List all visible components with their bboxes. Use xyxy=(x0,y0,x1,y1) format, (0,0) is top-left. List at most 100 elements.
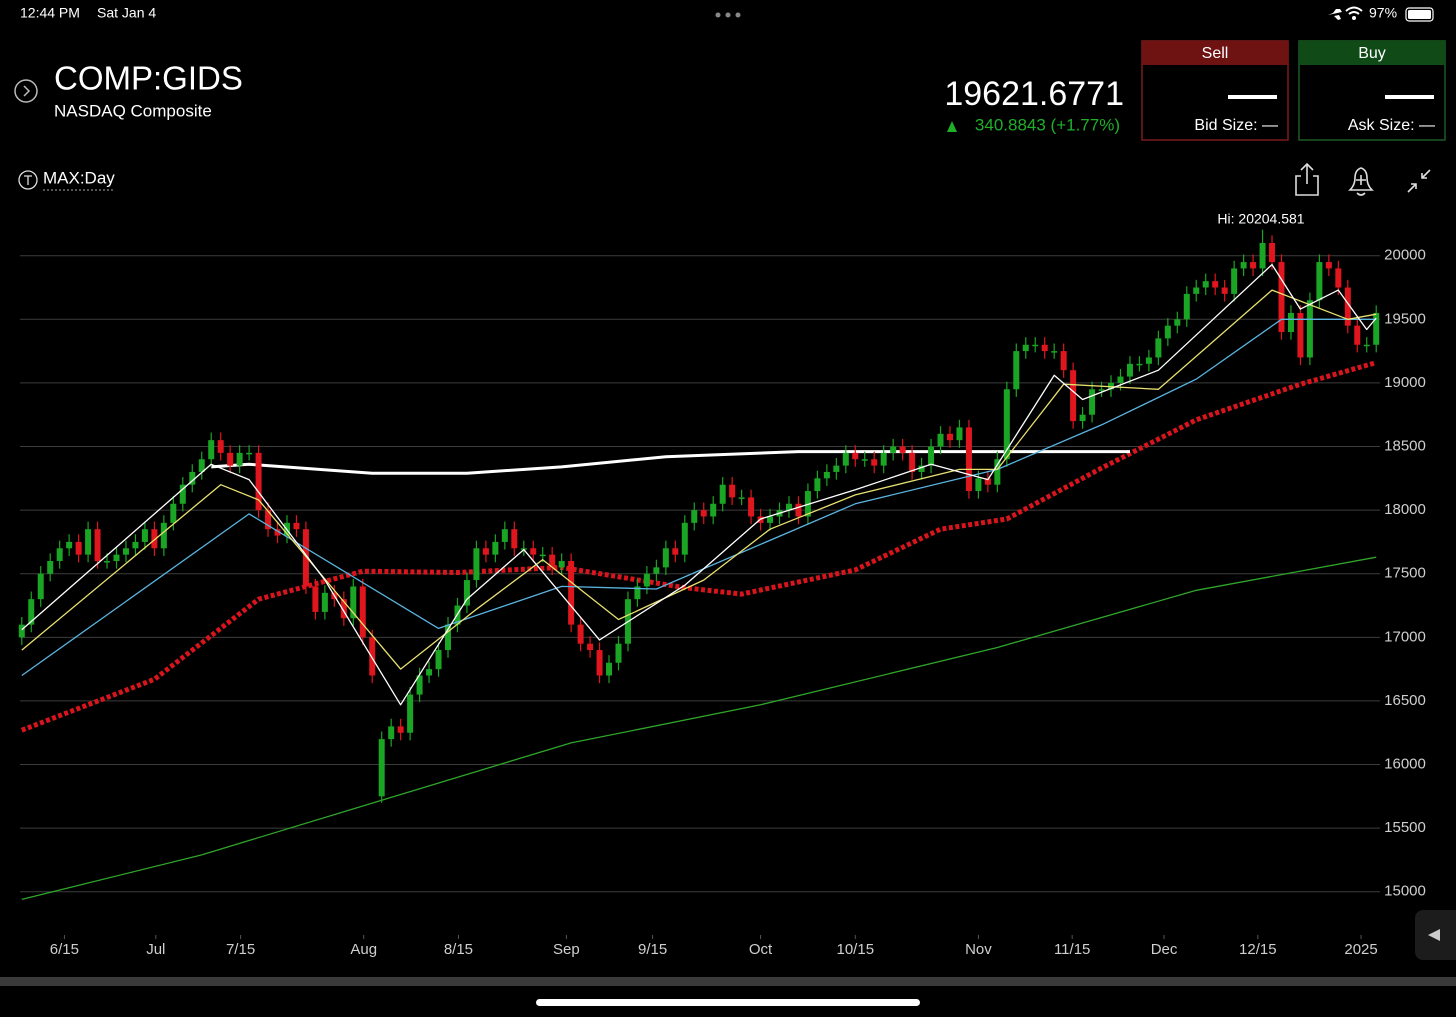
candle-body xyxy=(568,561,575,625)
candle-body xyxy=(1136,363,1143,366)
overlay-line xyxy=(20,360,1377,733)
candle-body xyxy=(1202,281,1209,288)
candle-body xyxy=(530,548,537,555)
candle-body xyxy=(1231,268,1238,294)
candle-body xyxy=(871,459,878,466)
candle-body xyxy=(615,643,622,663)
candle-body xyxy=(312,586,319,612)
ask-price-dash xyxy=(1385,95,1434,99)
candle-body xyxy=(18,624,25,638)
candle-body xyxy=(445,624,452,651)
candle-body xyxy=(511,529,518,549)
candle-body xyxy=(1212,281,1219,288)
status-date: Sat Jan 4 xyxy=(97,5,156,21)
range-icon[interactable] xyxy=(18,170,38,190)
candle-body xyxy=(729,484,736,498)
candle-body xyxy=(255,452,262,511)
x-tick-label: Aug xyxy=(350,941,377,958)
candle-body xyxy=(1164,325,1171,339)
candle-body xyxy=(814,478,821,492)
candle-body xyxy=(160,522,167,549)
high-annotation: Hi: 20204.581 xyxy=(1217,211,1304,227)
candle-body xyxy=(1335,268,1342,288)
candle-body xyxy=(918,465,925,472)
y-tick-label: 15000 xyxy=(1384,883,1426,900)
candle-body xyxy=(785,503,792,511)
range-selector[interactable]: MAX:Day xyxy=(43,168,115,187)
y-tick-label: 17000 xyxy=(1384,628,1426,645)
home-indicator[interactable] xyxy=(536,999,920,1006)
candle-body xyxy=(37,573,44,600)
candle-body xyxy=(852,452,859,460)
candle-body xyxy=(1183,293,1190,320)
symbol: COMP:GIDS xyxy=(54,60,243,97)
candle-body xyxy=(1325,262,1332,269)
candle-body xyxy=(767,516,774,523)
candle-body xyxy=(66,541,73,549)
candle-body xyxy=(1003,389,1010,460)
overlay-line xyxy=(21,263,1377,706)
airplane-icon xyxy=(1328,9,1342,20)
overlay-line xyxy=(21,556,1377,901)
candle-body xyxy=(1250,262,1257,269)
candle-body xyxy=(302,529,309,587)
range-icon-t xyxy=(24,175,32,185)
candle-body xyxy=(56,548,63,562)
candle-body xyxy=(1013,351,1020,390)
x-tick-label: Sep xyxy=(553,941,580,958)
candle-body xyxy=(587,643,594,651)
status-time: 12:44 PM xyxy=(20,5,80,21)
buy-button[interactable]: Buy Ask Size: — xyxy=(1298,40,1446,141)
candle-body xyxy=(634,586,641,600)
y-tick-label: 16500 xyxy=(1384,692,1426,709)
candle-body xyxy=(596,650,603,676)
candle-body xyxy=(378,739,385,797)
sell-button[interactable]: Sell Bid Size: — xyxy=(1141,40,1289,141)
symbol-name: NASDAQ Composite xyxy=(54,101,212,120)
candle-body xyxy=(104,561,111,563)
candle-body xyxy=(1089,389,1096,415)
bid-price-dash xyxy=(1228,95,1277,99)
share-button[interactable] xyxy=(1295,162,1319,196)
wifi-icon xyxy=(1345,6,1363,15)
candle-body xyxy=(606,662,613,676)
candle-body xyxy=(397,726,404,733)
candle-body xyxy=(501,529,508,542)
x-tick-label: 2025 xyxy=(1344,941,1377,958)
candle-body xyxy=(463,580,470,606)
candle-body xyxy=(1240,262,1247,269)
candle-body xyxy=(179,484,186,504)
collapse-button[interactable] xyxy=(1407,169,1431,193)
x-tick-label: Dec xyxy=(1151,941,1178,958)
candle-body xyxy=(558,561,565,568)
x-tick-label: 8/15 xyxy=(444,941,473,958)
candle-body xyxy=(1297,312,1304,358)
candle-body xyxy=(1108,382,1115,390)
alert-button[interactable] xyxy=(1348,167,1374,196)
candle-body xyxy=(1259,242,1266,269)
y-tick-label: 19500 xyxy=(1384,310,1426,327)
x-tick-label: 12/15 xyxy=(1239,941,1277,958)
multitask-dots[interactable] xyxy=(715,12,741,18)
candle-body xyxy=(1126,363,1133,377)
bottom-bar xyxy=(0,977,1456,986)
candle-body xyxy=(492,541,499,555)
candle-body xyxy=(549,554,556,568)
candle-body xyxy=(170,503,177,523)
buy-header xyxy=(1299,41,1445,65)
expand-chevron xyxy=(23,85,31,97)
y-tick-label: 16000 xyxy=(1384,756,1426,773)
candle-body xyxy=(1287,312,1294,333)
y-tick-label: 15500 xyxy=(1384,819,1426,836)
candle-body xyxy=(994,459,1001,485)
up-arrow xyxy=(947,121,957,132)
overlay-line xyxy=(211,450,1130,475)
candle-body xyxy=(47,561,54,574)
candle-body xyxy=(227,452,234,466)
candle-body xyxy=(94,529,101,562)
expand-button[interactable] xyxy=(14,79,38,103)
candle-body xyxy=(1373,312,1380,345)
candle-body xyxy=(236,452,243,466)
